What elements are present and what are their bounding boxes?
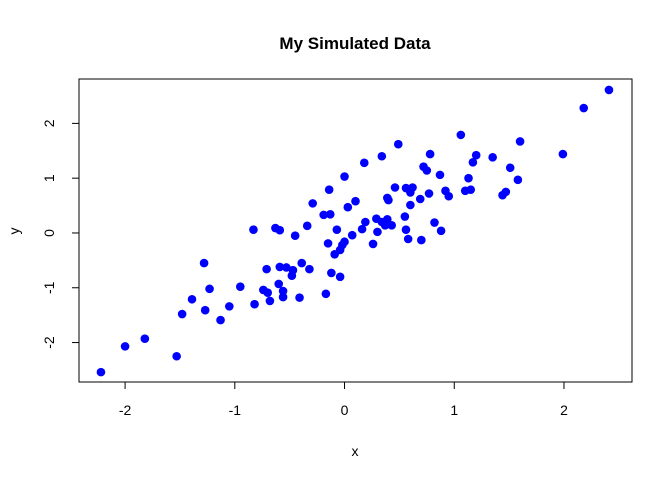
data-point [373, 227, 382, 237]
data-point [604, 85, 614, 95]
x-tick-label: -2 [119, 402, 132, 418]
data-point [321, 289, 331, 299]
data-point [513, 175, 523, 185]
data-point [96, 367, 106, 377]
data-point [200, 305, 210, 315]
data-point [278, 292, 288, 302]
data-point [579, 103, 589, 113]
x-tick-label: -1 [229, 402, 242, 418]
data-point [401, 225, 411, 234]
data-point [275, 262, 285, 272]
y-axis-label: y [6, 228, 22, 235]
data-point [361, 217, 370, 227]
data-points [96, 85, 614, 377]
data-point [140, 334, 150, 344]
y-tick-label: -1 [41, 281, 57, 294]
data-point [515, 137, 525, 146]
data-point [327, 268, 336, 278]
data-point [351, 196, 360, 206]
data-point [319, 210, 328, 220]
data-point [417, 235, 426, 245]
data-point [505, 163, 515, 173]
data-point [357, 224, 367, 234]
data-point [384, 195, 393, 205]
data-point [383, 214, 392, 224]
data-point [430, 218, 439, 227]
data-point [359, 158, 369, 168]
x-tick-label: 1 [450, 402, 458, 418]
y-tick-label: 1 [41, 174, 57, 182]
data-point [558, 149, 568, 159]
data-point [343, 202, 353, 212]
data-point [340, 172, 349, 181]
data-point [466, 185, 476, 194]
data-point [377, 151, 387, 161]
chart-title: My Simulated Data [279, 34, 431, 53]
data-point [263, 288, 273, 297]
data-point [275, 225, 285, 235]
data-point [456, 130, 466, 140]
data-point [177, 309, 187, 319]
data-point [444, 191, 454, 201]
data-point [335, 272, 345, 282]
data-point [464, 173, 473, 183]
data-point [172, 351, 181, 361]
data-point [387, 220, 397, 230]
data-point [400, 212, 410, 221]
data-point [403, 234, 413, 244]
data-point [278, 286, 288, 296]
data-point [205, 284, 214, 294]
data-point [199, 258, 209, 268]
data-point [225, 302, 234, 311]
data-point [425, 149, 435, 159]
y-tick-label: 2 [41, 119, 57, 127]
data-point [325, 210, 335, 219]
data-point [435, 170, 445, 180]
data-point [120, 342, 130, 351]
data-point [368, 239, 378, 249]
data-point [216, 315, 225, 325]
data-point [297, 258, 307, 268]
data-point [424, 189, 434, 198]
data-point [390, 183, 400, 192]
data-point [406, 200, 415, 210]
data-point [265, 296, 275, 306]
data-point [415, 194, 425, 204]
data-point [347, 230, 357, 240]
data-point [274, 279, 283, 289]
data-point [501, 187, 511, 197]
plot-area [78, 78, 633, 383]
data-point [290, 231, 300, 241]
data-point [187, 294, 197, 304]
data-point [282, 263, 291, 272]
y-tick-label: 0 [41, 229, 57, 237]
data-point [288, 265, 298, 275]
data-point [332, 225, 342, 234]
data-point [323, 239, 333, 248]
data-point [324, 185, 334, 194]
x-tick-label: 0 [341, 402, 349, 418]
data-point [302, 221, 312, 231]
data-point [471, 150, 481, 160]
x-axis-label: x [352, 443, 359, 459]
data-point [250, 299, 259, 309]
data-point [308, 199, 318, 208]
data-point [295, 293, 304, 302]
data-point [262, 264, 271, 274]
data-point [408, 183, 417, 192]
x-axis: -2 -1 0 1 2 [119, 381, 568, 418]
data-point [393, 139, 403, 149]
data-point [305, 264, 314, 274]
x-tick-label: 2 [560, 402, 568, 418]
y-axis: -2 -1 0 1 2 [41, 119, 80, 349]
data-point [249, 225, 258, 234]
data-point [468, 157, 478, 167]
y-tick-label: -2 [41, 336, 57, 349]
data-point [488, 153, 497, 162]
data-point [422, 166, 432, 175]
data-point [235, 282, 245, 291]
data-point [436, 226, 446, 236]
data-point [340, 237, 349, 247]
